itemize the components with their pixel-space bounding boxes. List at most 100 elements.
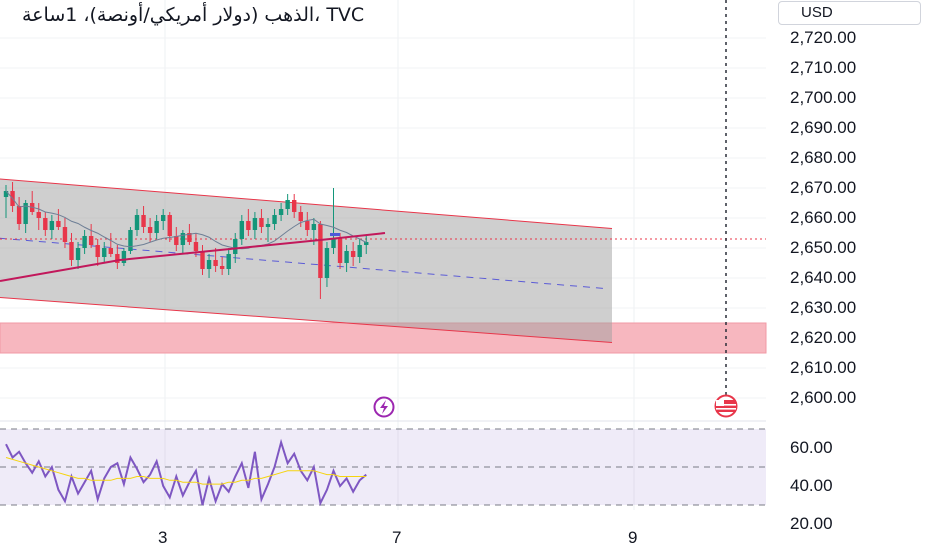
candle <box>115 245 120 269</box>
candle <box>154 215 159 239</box>
candle <box>324 242 330 287</box>
channel-fill <box>0 179 612 343</box>
candle <box>141 206 146 233</box>
candle <box>49 215 55 239</box>
candle <box>75 242 81 269</box>
candle <box>357 239 362 263</box>
candle <box>305 212 310 236</box>
candle <box>318 221 323 299</box>
price-axis-label: 2,710.00 <box>790 58 857 77</box>
candle-body <box>265 224 271 227</box>
rsi-axis-label: 20.00 <box>790 514 833 533</box>
rsi-line <box>5 438 367 507</box>
candle <box>292 194 297 218</box>
candle-body <box>108 248 113 254</box>
price-axis-label: 2,620.00 <box>790 328 857 347</box>
currency-selector[interactable]: USD <box>778 1 921 25</box>
candle-body <box>298 212 303 221</box>
candle-body <box>128 230 133 251</box>
price-axis-label: 2,680.00 <box>790 148 857 167</box>
candle-body <box>69 242 74 260</box>
candle-body <box>193 242 199 251</box>
price-axis-label: 2,610.00 <box>790 358 857 377</box>
candle-body <box>161 215 166 221</box>
channel-upper-line <box>0 178 613 229</box>
price-axis-label: 2,630.00 <box>790 298 857 317</box>
channel-lower-line <box>0 297 613 343</box>
candle <box>147 218 153 242</box>
candle <box>350 242 356 266</box>
candle-body <box>318 224 323 278</box>
candle-body <box>239 221 244 239</box>
chart-title: الذهب (دولار أمريكي/أونصة)، 1ساعة، TVC <box>22 4 365 26</box>
candle-body <box>305 221 310 230</box>
price-axis-label: 2,720.00 <box>790 28 857 47</box>
candle <box>43 212 48 236</box>
candle-body <box>337 239 343 263</box>
candle <box>161 209 166 230</box>
candle <box>272 209 277 230</box>
time-axis-label: 7 <box>392 528 402 547</box>
price-axis-label: 2,700.00 <box>790 88 857 107</box>
candle-body <box>278 209 284 215</box>
candle <box>213 248 218 272</box>
candle-body <box>62 227 68 242</box>
candle <box>174 227 179 251</box>
candle <box>36 203 41 230</box>
price-axis-label: 2,600.00 <box>790 388 857 407</box>
candle <box>226 248 231 275</box>
candle-body <box>82 236 87 248</box>
candle-body <box>344 251 349 263</box>
candle <box>108 233 113 257</box>
candle-body <box>3 191 9 197</box>
candle-body <box>16 206 22 224</box>
candle-body <box>272 215 277 224</box>
candle-body <box>233 239 238 254</box>
candle-body <box>56 221 61 227</box>
price-axis-label: 2,670.00 <box>790 178 857 197</box>
candle <box>364 236 369 254</box>
candle <box>134 209 140 236</box>
us-flag-event-icon <box>714 394 738 418</box>
candle-body <box>206 260 212 269</box>
candle <box>62 218 68 248</box>
earnings-event-icon <box>373 396 395 418</box>
candle <box>219 257 225 275</box>
time-axis-label: 3 <box>158 528 168 547</box>
candle-body <box>219 266 225 269</box>
candle <box>278 203 284 221</box>
candle-body <box>226 254 231 269</box>
candle-body <box>147 227 153 233</box>
candle-body <box>121 251 127 263</box>
candle-body <box>357 245 362 257</box>
candle-body <box>154 221 159 233</box>
candle <box>259 209 264 233</box>
candle-body <box>43 218 48 230</box>
candle-body <box>23 203 28 224</box>
long-moving-average-line <box>0 232 386 282</box>
moving-average-line <box>5 190 367 250</box>
candle <box>82 230 87 254</box>
candle-body <box>102 248 107 257</box>
candle-body <box>141 215 146 227</box>
price-axis-label: 2,650.00 <box>790 238 857 257</box>
price-axis-label: 2,640.00 <box>790 268 857 287</box>
candle-body <box>213 260 218 266</box>
candle <box>344 245 349 272</box>
candle <box>337 233 343 269</box>
candle <box>252 212 258 239</box>
candle-body <box>75 248 81 260</box>
candle <box>16 197 22 230</box>
candle-body <box>259 218 264 227</box>
candle-body <box>324 248 330 278</box>
candle <box>206 254 212 278</box>
candle-body <box>115 254 120 263</box>
candle <box>128 227 133 254</box>
rsi-ma-line <box>5 457 367 485</box>
candle <box>102 242 107 263</box>
candle-body <box>187 233 192 242</box>
candle-body <box>311 224 317 230</box>
candle <box>246 209 251 236</box>
candle <box>121 248 127 266</box>
